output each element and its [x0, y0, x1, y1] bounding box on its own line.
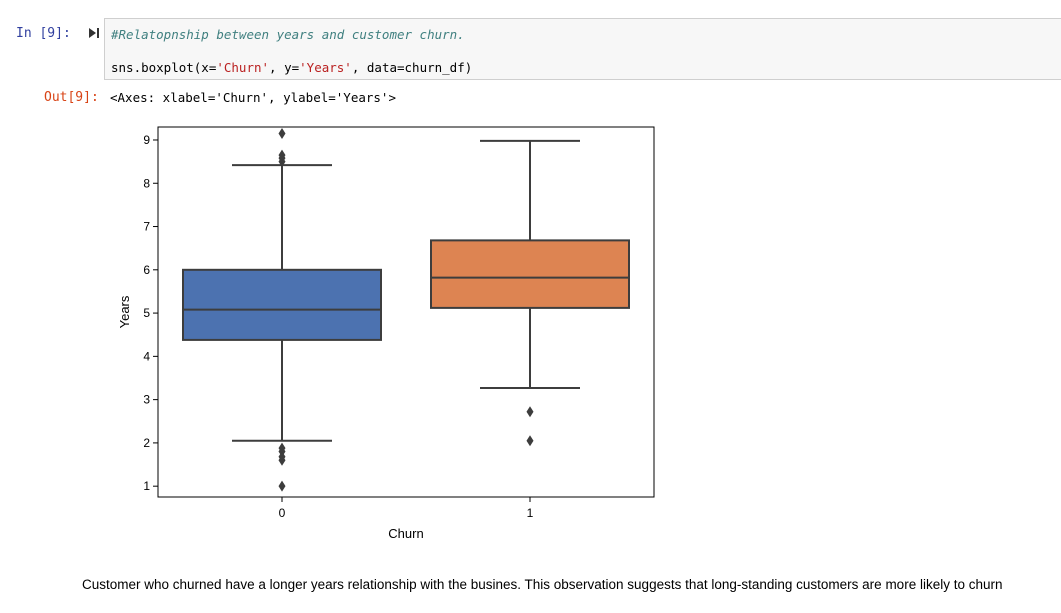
x-tick-label-1: 1: [527, 506, 534, 520]
outlier-cat-0-4: [278, 442, 286, 454]
y-tick-label-2: 2: [143, 436, 150, 450]
code-tail: , data=churn_df): [351, 60, 473, 75]
outlier-cat-0-7: [278, 149, 286, 161]
code-call: sns.boxplot(x=: [111, 60, 217, 75]
x-axis-label: Churn: [388, 526, 423, 541]
y-axis-label: Years: [117, 295, 132, 328]
outlier-cat-1-0: [526, 435, 534, 447]
code-comment: #Relatopnship between years and customer…: [111, 27, 465, 42]
output-text: <Axes: xlabel='Churn', ylabel='Years'>: [110, 90, 396, 105]
code-y-arg: 'Years': [299, 60, 352, 75]
y-tick-label-4: 4: [143, 349, 150, 363]
markdown-paragraph: Customer who churned have a longer years…: [82, 577, 1003, 592]
y-tick-label-1: 1: [143, 479, 150, 493]
run-cell-icon[interactable]: [88, 27, 100, 39]
code-sep: , y=: [269, 60, 300, 75]
y-tick-label-5: 5: [143, 306, 150, 320]
y-tick-label-3: 3: [143, 393, 150, 407]
y-tick-label-9: 9: [143, 133, 150, 147]
code-cell-editor[interactable]: #Relatopnship between years and customer…: [104, 18, 1061, 80]
x-tick-label-0: 0: [279, 506, 286, 520]
y-tick-label-6: 6: [143, 263, 150, 277]
boxplot-chart: 1 2 3 4 5 6 7 8 9 0 1 Churn Years: [117, 126, 655, 541]
input-prompt: In [9]:: [16, 26, 71, 41]
output-prompt: Out[9]:: [44, 90, 99, 105]
y-tick-label-7: 7: [143, 220, 150, 234]
outlier-cat-0-0: [278, 480, 286, 492]
box-cat-1: [430, 239, 630, 309]
code-line: sns.boxplot(x='Churn', y='Years', data=c…: [111, 60, 472, 75]
box-cat-0: [182, 268, 382, 341]
outlier-cat-0-8: [278, 127, 286, 139]
outlier-cat-1-1: [526, 406, 534, 418]
y-tick-label-8: 8: [143, 176, 150, 190]
code-x-arg: 'Churn': [216, 60, 270, 75]
